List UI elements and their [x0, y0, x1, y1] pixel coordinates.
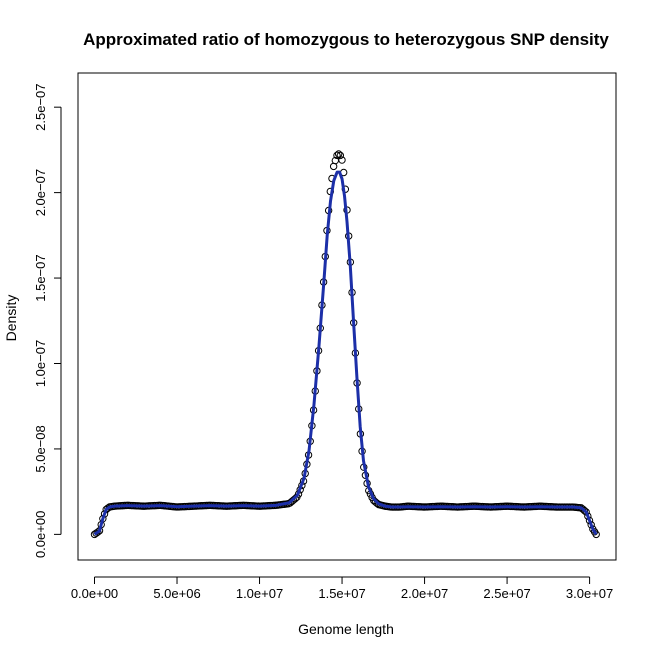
x-tick-label: 2.0e+07 [401, 586, 448, 601]
x-tick-label: 0.0e+00 [71, 586, 118, 601]
x-tick-label: 2.5e+07 [483, 586, 530, 601]
y-tick-label: 5.0e−08 [33, 425, 48, 472]
data-point [336, 151, 345, 160]
y-tick-label: 1.0e−07 [33, 340, 48, 387]
data-point [334, 150, 343, 158]
x-axis-label: Genome length [298, 621, 394, 637]
y-tick-label: 2.0e−07 [33, 169, 48, 216]
y-tick-label: 2.5e−07 [33, 83, 48, 130]
data-point [94, 528, 102, 536]
data-point [580, 506, 589, 515]
x-axis: 0.0e+00 5.0e+06 1.0e+07 1.5e+07 2.0e+07 2.5e+… [71, 576, 613, 601]
data-point [333, 151, 341, 160]
x-tick-label: 1.5e+07 [318, 586, 365, 601]
x-tick-label: 3.0e+07 [566, 586, 613, 601]
data-point [592, 530, 600, 539]
y-tick-label: 0.0e+00 [33, 511, 48, 558]
x-tick-label: 1.0e+07 [236, 586, 283, 601]
chart-title: Approximated ratio of homozygous to hete… [83, 30, 609, 49]
plot-area [90, 150, 600, 539]
y-tick-label: 1.5e−07 [33, 254, 48, 301]
data-point [338, 156, 346, 164]
plot-frame [77, 72, 617, 561]
y-axis-label: Density [3, 295, 19, 342]
y-axis: 0.0e+00 5.0e−08 1.0e−07 1.5e−07 2.0e−07 2.5e−… [33, 83, 62, 558]
fitted-density-line [93, 170, 598, 536]
x-tick-label: 5.0e+06 [153, 586, 200, 601]
